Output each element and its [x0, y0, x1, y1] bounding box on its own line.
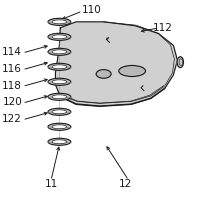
Ellipse shape — [96, 70, 111, 78]
Text: 11: 11 — [45, 179, 58, 189]
Ellipse shape — [119, 65, 146, 76]
Text: 122: 122 — [2, 114, 22, 124]
Text: 116: 116 — [2, 64, 22, 74]
Ellipse shape — [48, 63, 71, 70]
Text: 12: 12 — [119, 179, 132, 189]
Text: 120: 120 — [2, 98, 22, 107]
Ellipse shape — [52, 20, 67, 24]
Ellipse shape — [52, 125, 67, 129]
Ellipse shape — [48, 93, 71, 100]
Ellipse shape — [48, 138, 71, 145]
Ellipse shape — [48, 123, 71, 130]
Text: 112: 112 — [153, 23, 172, 33]
Ellipse shape — [48, 33, 71, 40]
Polygon shape — [55, 22, 177, 106]
Text: 114: 114 — [2, 47, 22, 57]
Ellipse shape — [177, 57, 184, 67]
Text: 110: 110 — [82, 5, 102, 15]
Ellipse shape — [52, 110, 67, 114]
Ellipse shape — [48, 18, 71, 25]
Ellipse shape — [52, 140, 67, 144]
Ellipse shape — [48, 48, 71, 55]
Ellipse shape — [52, 80, 67, 84]
Ellipse shape — [52, 65, 67, 69]
Ellipse shape — [48, 108, 71, 115]
Text: 118: 118 — [2, 81, 22, 91]
Ellipse shape — [52, 35, 67, 39]
Ellipse shape — [52, 50, 67, 54]
Ellipse shape — [48, 78, 71, 85]
Ellipse shape — [52, 95, 67, 99]
